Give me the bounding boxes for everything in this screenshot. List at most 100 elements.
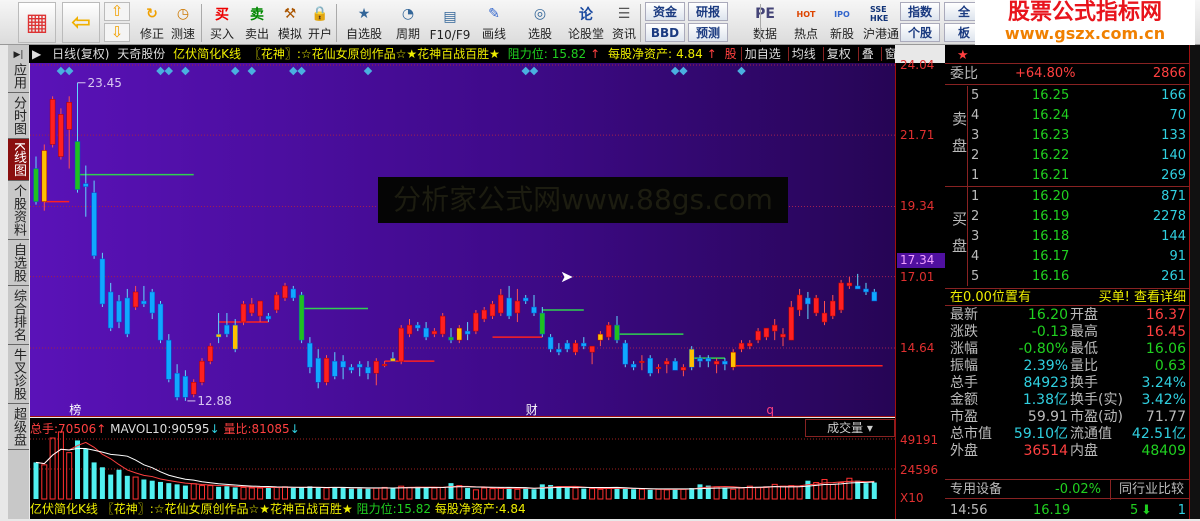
view-details-link[interactable]: 买单! 查看详细 xyxy=(1098,290,1186,305)
volume-bar xyxy=(33,462,39,499)
toolbar-button-研报[interactable]: 研报 xyxy=(688,2,728,21)
kline-svg[interactable]: 23.45 12.88 榜 财 q xyxy=(30,63,895,417)
volume-bar xyxy=(381,486,388,500)
expand-icon[interactable]: ▶ xyxy=(32,47,42,61)
volume-bar xyxy=(697,484,703,499)
toolbar-button-沪港通[interactable]: SSE HKE 沪港通 xyxy=(860,2,902,43)
left-tab-1[interactable]: 分时图 xyxy=(8,93,29,139)
toolbar-button-画线[interactable]: ✎ 画线 xyxy=(472,2,516,43)
nav-label: 每股净资产: xyxy=(608,47,673,61)
header-button-均线[interactable]: 均线 xyxy=(787,47,819,61)
toolbar-button-板[interactable]: 板 xyxy=(944,23,984,42)
header-button-窗[interactable]: 窗 xyxy=(880,47,895,61)
candle xyxy=(41,144,48,211)
order-notice[interactable]: 在0.00位置有 买单! 查看详细 xyxy=(945,288,1190,306)
toolbar-button-新股[interactable]: IPO 新股 xyxy=(826,2,858,43)
volume-bar xyxy=(190,483,197,500)
signal-diamond xyxy=(737,66,746,76)
toolbar-button-周期[interactable]: ◔ 周期 xyxy=(388,2,428,43)
toolbar-button-自选股[interactable]: ★ 自选股 xyxy=(342,2,386,43)
stat-label: 量比 xyxy=(1070,358,1098,374)
candle xyxy=(705,355,712,368)
candle xyxy=(91,180,97,259)
toolbar-button-数据[interactable]: PE 数据 xyxy=(746,2,784,43)
volume-bar xyxy=(622,488,628,499)
toolbar-button-热点[interactable]: HOT 热点 xyxy=(788,2,824,43)
toolbar-button-卖出[interactable]: 卖卖出 xyxy=(240,2,274,43)
candle xyxy=(547,334,554,353)
volume-bar xyxy=(456,485,463,500)
volume-chart[interactable] xyxy=(30,418,895,500)
volume-bar xyxy=(91,462,97,499)
f10-icon: ▤ xyxy=(443,9,457,25)
buy-volume: 261 xyxy=(1161,269,1186,284)
volume-bar xyxy=(506,487,512,499)
mavol-label: MAVOL10: xyxy=(110,422,172,436)
toolbar-button-修正[interactable]: ↻ 修正 xyxy=(137,2,167,43)
header-button-加自选[interactable]: 加自选 xyxy=(740,47,784,61)
volume-indicator-select[interactable]: 成交量 ▾ xyxy=(805,419,895,437)
toolbar-button-开户[interactable]: 🔒 开户 xyxy=(304,2,336,43)
arrow-up-icon[interactable]: ⇧ xyxy=(104,2,130,21)
left-tab-4[interactable]: 自选股 xyxy=(8,240,29,286)
left-tab-label: 综合排名 xyxy=(11,288,26,341)
left-tab-5[interactable]: 综合排名 xyxy=(8,286,29,345)
stat-value: 59.10亿 xyxy=(1013,426,1068,442)
toolbar-button-论股堂[interactable]: 论论股堂 xyxy=(566,2,606,43)
stat-row: 涨跌 -0.13 最高 16.45 xyxy=(945,324,1190,341)
candle xyxy=(489,300,496,320)
toolbar-button-windows-grid[interactable]: ▦ xyxy=(18,2,56,43)
event-label[interactable]: q xyxy=(766,403,774,417)
compare-industry-button[interactable]: 同行业比较 xyxy=(1110,480,1184,500)
stat-value: 3.42% xyxy=(1141,392,1186,408)
candle xyxy=(713,358,720,374)
toolbar-button-模拟[interactable]: ⚒ 模拟 xyxy=(274,2,306,43)
toolbar-button-指数[interactable]: 指数 xyxy=(900,2,940,21)
left-tab-6[interactable]: 牛叉诊股 xyxy=(8,345,29,404)
toolbar-button-资讯[interactable]: ☰ 资讯 xyxy=(606,2,642,43)
toolbar-button-选股[interactable]: ◎ 选股 xyxy=(518,2,562,43)
signal-diamond xyxy=(529,66,539,76)
volume-bar xyxy=(788,485,795,500)
header-button-叠[interactable]: 叠 xyxy=(857,47,877,61)
volume-bar xyxy=(124,475,130,499)
toolbar-button-预测[interactable]: 预测 xyxy=(688,23,728,42)
volume-bar xyxy=(663,489,670,500)
candle xyxy=(589,345,595,365)
event-label[interactable]: 财 xyxy=(526,403,538,417)
toolbar-button-个股[interactable]: 个股 xyxy=(900,23,940,42)
sell-price: 16.24 xyxy=(1032,108,1070,123)
candle xyxy=(622,340,629,368)
total-value: 70506 xyxy=(58,422,97,436)
left-tab-3[interactable]: 个股资料 xyxy=(8,181,29,240)
left-tab-0[interactable]: ▶| 应用 xyxy=(8,45,29,93)
left-tab-2[interactable]: K线图 xyxy=(8,139,29,181)
candle xyxy=(174,364,180,401)
toolbar-button-测速[interactable]: ◷ 测速 xyxy=(168,2,198,43)
volume-bar xyxy=(199,485,205,500)
toolbar-button-F10/F9[interactable]: ▤ F10/F9 xyxy=(428,2,472,43)
toolbar-button-BBD[interactable]: BBD xyxy=(645,23,685,42)
mavol10-line xyxy=(35,447,875,490)
stock-tag[interactable]: 股 xyxy=(724,47,737,61)
arrow-down-icon[interactable]: ⇩ xyxy=(104,23,130,42)
left-tab-7[interactable]: 超级盘 xyxy=(8,404,29,450)
signal-diamond xyxy=(156,66,165,76)
sell-volume: 133 xyxy=(1161,128,1186,143)
toolbar-button-资金[interactable]: 资金 xyxy=(645,2,685,21)
stat-value: 0.63 xyxy=(1154,358,1186,374)
scrollbar[interactable] xyxy=(1190,45,1200,519)
toolbar-button-back-arrow[interactable]: ⇦ xyxy=(62,2,100,43)
toolbar-button-全[interactable]: 全 xyxy=(944,2,984,21)
stock-title: ★ xyxy=(945,48,1190,63)
volume-bar xyxy=(539,484,545,499)
event-label[interactable]: 榜 xyxy=(69,402,81,417)
toolbar-button-买入[interactable]: 买买入 xyxy=(205,2,239,43)
header-button-复权[interactable]: 复权 xyxy=(822,47,854,61)
stat-value: 84923 xyxy=(1023,375,1068,391)
kline-chart[interactable]: 23.45 12.88 榜 财 q 分析家公式网www.88gs.com ➤ xyxy=(30,63,895,417)
stat-label: 最高 xyxy=(1070,324,1098,340)
stat-label: 流通值 xyxy=(1070,426,1112,442)
lock-icon: 🔒 xyxy=(311,6,329,22)
candle xyxy=(423,322,429,341)
